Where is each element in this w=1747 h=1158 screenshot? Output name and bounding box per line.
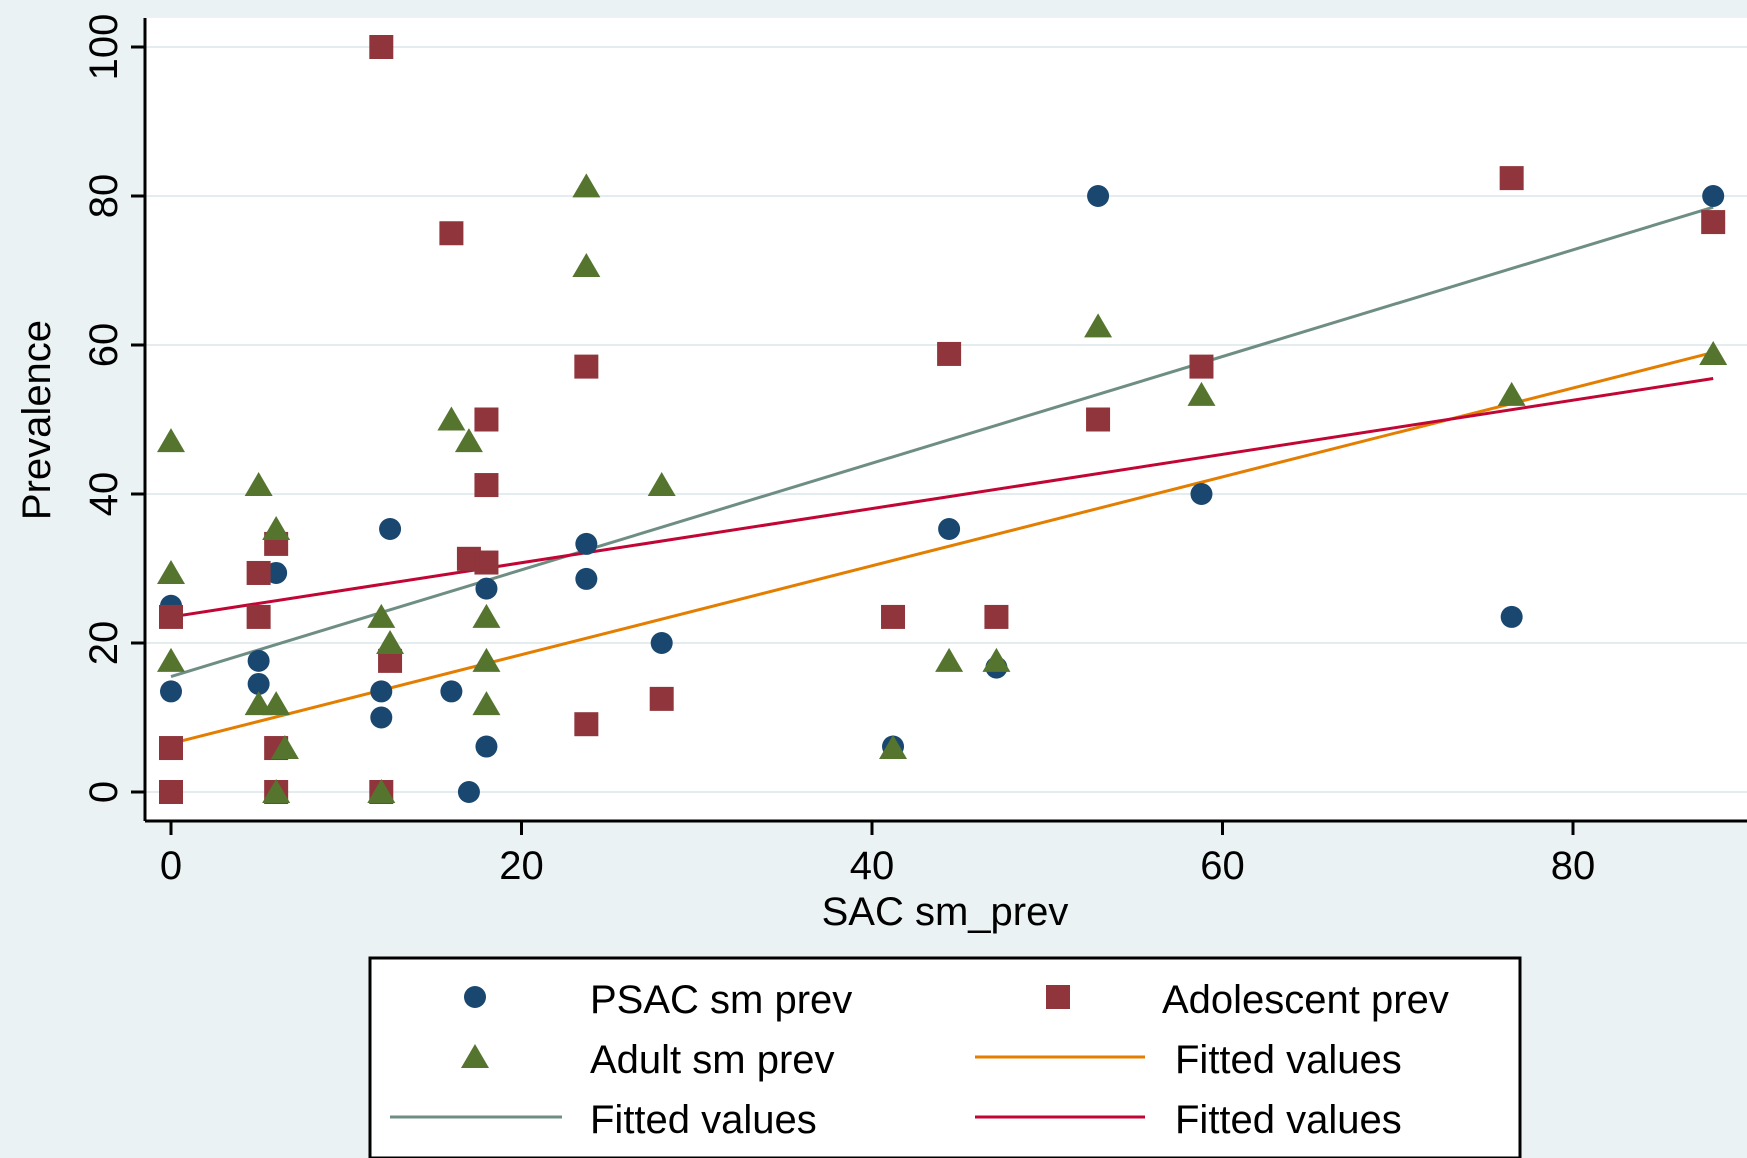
adult-point — [1084, 313, 1113, 338]
psac-point — [475, 735, 498, 758]
psac-point — [1087, 185, 1110, 207]
adolescent-point — [369, 35, 394, 59]
plot-area — [145, 18, 1747, 821]
psac-point — [457, 781, 480, 803]
adult-point — [572, 173, 601, 198]
x-tick-label: 60 — [1200, 844, 1245, 888]
adolescent-point — [159, 604, 183, 629]
fitted-line — [170, 205, 1714, 678]
adult-point — [647, 472, 676, 497]
adolescent-point — [474, 407, 499, 432]
psac-point — [650, 632, 673, 654]
y-tick-label: 40 — [82, 472, 126, 517]
y-axis-title: Prevalence — [15, 320, 59, 520]
gridlines — [145, 46, 1747, 793]
psac-point — [1190, 483, 1213, 505]
psac-point — [370, 680, 393, 703]
adult-point — [270, 735, 299, 760]
psac-point — [575, 532, 598, 555]
adolescent-point — [1701, 210, 1726, 235]
adult-point — [1497, 381, 1526, 406]
legend-label: Fitted values — [1175, 1098, 1402, 1142]
adolescent-point — [1499, 166, 1524, 191]
psac-point — [1500, 605, 1523, 628]
adolescent-point — [246, 604, 271, 629]
legend-circle-swatch — [464, 986, 486, 1008]
adult-point — [472, 603, 501, 628]
adult-point — [935, 647, 964, 672]
adolescent-point — [574, 354, 599, 379]
legend-label: Adult sm prev — [590, 1038, 835, 1082]
x-tick-label: 20 — [499, 844, 544, 888]
fitted-line — [170, 377, 1714, 619]
adult-point — [262, 779, 291, 803]
adult-point — [262, 691, 291, 716]
legend-label: Fitted values — [590, 1098, 817, 1142]
x-tick-label: 40 — [850, 844, 895, 888]
adolescent-point — [474, 550, 499, 575]
adult-point — [879, 735, 908, 760]
legend-label: Fitted values — [1175, 1038, 1402, 1082]
adult-point — [157, 559, 185, 584]
psac-point — [379, 518, 402, 541]
y-tick-label: 100 — [82, 14, 126, 81]
adult-point — [157, 647, 185, 672]
y-tick-label: 60 — [82, 323, 126, 368]
x-tick-label: 0 — [160, 844, 182, 888]
adult-point — [472, 691, 501, 716]
adolescent-point — [984, 604, 1009, 629]
legend-label: Adolescent prev — [1162, 978, 1449, 1022]
adult-point — [572, 253, 601, 278]
adolescent-point — [246, 560, 271, 585]
adult-point — [157, 428, 185, 453]
legend-box — [368, 956, 1522, 1158]
adult-point — [1699, 340, 1728, 365]
adult-point — [437, 406, 466, 431]
psac-point — [475, 577, 498, 600]
adult-point — [367, 603, 396, 628]
psac-point — [265, 561, 288, 584]
fitted-lines — [170, 205, 1714, 746]
psac-point — [370, 706, 393, 729]
data-points — [157, 35, 1728, 804]
x-axis-title: SAC sm_prev — [822, 890, 1069, 934]
adolescent-point — [937, 341, 962, 366]
adult-point — [982, 647, 1011, 672]
legend-triangle-swatch — [461, 1044, 489, 1068]
adolescent-point — [439, 221, 464, 246]
adult-point — [472, 647, 501, 672]
adolescent-point — [574, 712, 599, 737]
adult-point — [1187, 381, 1216, 406]
adolescent-point — [159, 780, 183, 804]
psac-point — [160, 680, 182, 703]
psac-point — [575, 567, 598, 590]
adolescent-point — [1189, 354, 1214, 379]
axes: 0 20 40 60 80 100 0 20 40 60 80 — [82, 14, 1747, 888]
adult-point — [367, 779, 396, 803]
y-tick-label: 80 — [82, 174, 126, 219]
adolescent-point — [474, 473, 499, 498]
adolescent-point — [159, 736, 183, 761]
adolescent-point — [881, 604, 906, 629]
psac-point — [247, 672, 270, 695]
adult-point — [244, 472, 273, 497]
legend-square-swatch — [1046, 985, 1070, 1009]
legend: PSAC sm prev Adolescent prev Adult sm prev… — [368, 956, 1522, 1158]
x-tick-label: 80 — [1551, 844, 1596, 888]
psac-point — [938, 518, 961, 541]
adolescent-point — [1086, 407, 1111, 432]
psac-point — [440, 680, 463, 703]
psac-point — [247, 649, 270, 672]
adult-point — [262, 516, 291, 541]
adolescent-point — [649, 686, 674, 711]
y-tick-label: 20 — [82, 621, 126, 666]
psac-point — [1702, 185, 1725, 207]
adult-point — [244, 691, 273, 716]
adult-point — [376, 630, 405, 654]
legend-label: PSAC sm prev — [590, 978, 852, 1022]
y-tick-label: 0 — [82, 781, 126, 803]
adult-point — [454, 428, 483, 453]
